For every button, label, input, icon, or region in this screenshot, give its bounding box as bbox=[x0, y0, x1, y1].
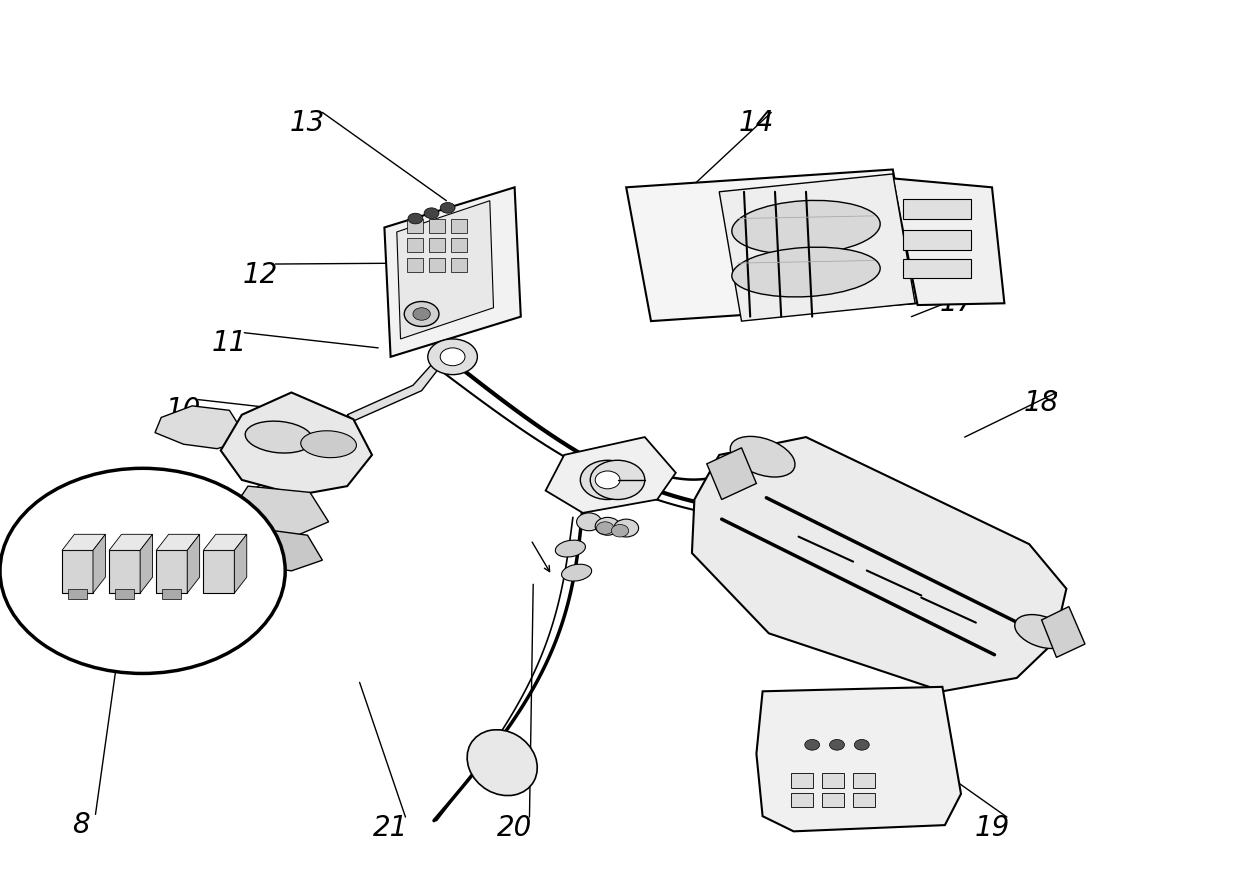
Polygon shape bbox=[347, 355, 446, 421]
Polygon shape bbox=[719, 174, 915, 321]
Text: 8: 8 bbox=[72, 811, 89, 839]
Polygon shape bbox=[384, 187, 521, 357]
Circle shape bbox=[614, 519, 639, 537]
Bar bbox=[451, 258, 467, 272]
Text: 13: 13 bbox=[290, 109, 325, 137]
Bar bbox=[407, 258, 423, 272]
Polygon shape bbox=[756, 687, 961, 831]
Polygon shape bbox=[221, 392, 372, 495]
Polygon shape bbox=[203, 534, 247, 550]
Polygon shape bbox=[397, 201, 494, 339]
Polygon shape bbox=[707, 448, 756, 500]
Bar bbox=[203, 550, 234, 593]
Polygon shape bbox=[546, 437, 676, 513]
Polygon shape bbox=[156, 534, 200, 550]
Bar bbox=[791, 773, 813, 788]
Text: 12: 12 bbox=[243, 260, 278, 289]
Bar bbox=[407, 219, 423, 233]
Circle shape bbox=[595, 471, 620, 489]
Ellipse shape bbox=[467, 730, 537, 796]
Bar bbox=[903, 230, 971, 250]
Polygon shape bbox=[234, 534, 247, 593]
Circle shape bbox=[596, 522, 614, 534]
Bar bbox=[822, 773, 844, 788]
Bar bbox=[68, 589, 87, 599]
Bar bbox=[109, 550, 140, 593]
Bar bbox=[451, 219, 467, 233]
Text: 16: 16 bbox=[915, 240, 950, 268]
Circle shape bbox=[830, 739, 844, 750]
Polygon shape bbox=[62, 534, 105, 550]
Text: 20: 20 bbox=[497, 814, 532, 842]
Circle shape bbox=[440, 348, 465, 366]
Ellipse shape bbox=[1014, 615, 1069, 648]
Circle shape bbox=[428, 339, 477, 375]
Circle shape bbox=[408, 213, 423, 224]
Circle shape bbox=[0, 468, 285, 673]
Text: 19: 19 bbox=[975, 814, 1009, 842]
Circle shape bbox=[577, 513, 601, 531]
Bar bbox=[853, 793, 875, 807]
Bar bbox=[62, 550, 93, 593]
Circle shape bbox=[590, 460, 645, 500]
Text: 11: 11 bbox=[212, 329, 247, 358]
Bar bbox=[156, 550, 187, 593]
Polygon shape bbox=[93, 534, 105, 593]
Ellipse shape bbox=[562, 565, 591, 581]
Circle shape bbox=[854, 739, 869, 750]
Text: 18: 18 bbox=[1024, 389, 1059, 417]
Circle shape bbox=[440, 202, 455, 213]
Ellipse shape bbox=[246, 421, 312, 453]
Text: 17: 17 bbox=[940, 289, 975, 318]
Text: 9: 9 bbox=[115, 548, 133, 576]
Polygon shape bbox=[140, 534, 153, 593]
Bar bbox=[115, 589, 134, 599]
Text: 15: 15 bbox=[878, 180, 913, 209]
Bar bbox=[162, 589, 181, 599]
Text: 21: 21 bbox=[373, 814, 408, 842]
Polygon shape bbox=[1042, 607, 1085, 657]
Polygon shape bbox=[893, 178, 1004, 305]
Bar bbox=[903, 199, 971, 219]
Polygon shape bbox=[187, 534, 200, 593]
Polygon shape bbox=[109, 534, 153, 550]
Circle shape bbox=[805, 739, 820, 750]
Bar bbox=[407, 238, 423, 252]
Bar bbox=[822, 793, 844, 807]
Circle shape bbox=[424, 208, 439, 219]
Ellipse shape bbox=[301, 431, 356, 458]
Text: 14: 14 bbox=[739, 109, 774, 137]
Circle shape bbox=[595, 517, 620, 535]
Circle shape bbox=[413, 308, 430, 320]
Text: 10: 10 bbox=[166, 396, 201, 425]
Polygon shape bbox=[626, 169, 918, 321]
Bar bbox=[451, 238, 467, 252]
Polygon shape bbox=[155, 406, 248, 449]
Circle shape bbox=[580, 460, 635, 500]
Circle shape bbox=[404, 301, 439, 326]
Ellipse shape bbox=[732, 201, 880, 254]
Bar bbox=[791, 793, 813, 807]
Bar bbox=[429, 219, 445, 233]
Ellipse shape bbox=[556, 541, 585, 557]
Bar bbox=[429, 238, 445, 252]
Polygon shape bbox=[229, 528, 322, 571]
Polygon shape bbox=[692, 437, 1066, 691]
Bar bbox=[429, 258, 445, 272]
Circle shape bbox=[611, 524, 629, 537]
Bar bbox=[903, 259, 971, 278]
Ellipse shape bbox=[732, 247, 880, 297]
Ellipse shape bbox=[730, 436, 795, 477]
Bar bbox=[853, 773, 875, 788]
Polygon shape bbox=[233, 486, 329, 535]
